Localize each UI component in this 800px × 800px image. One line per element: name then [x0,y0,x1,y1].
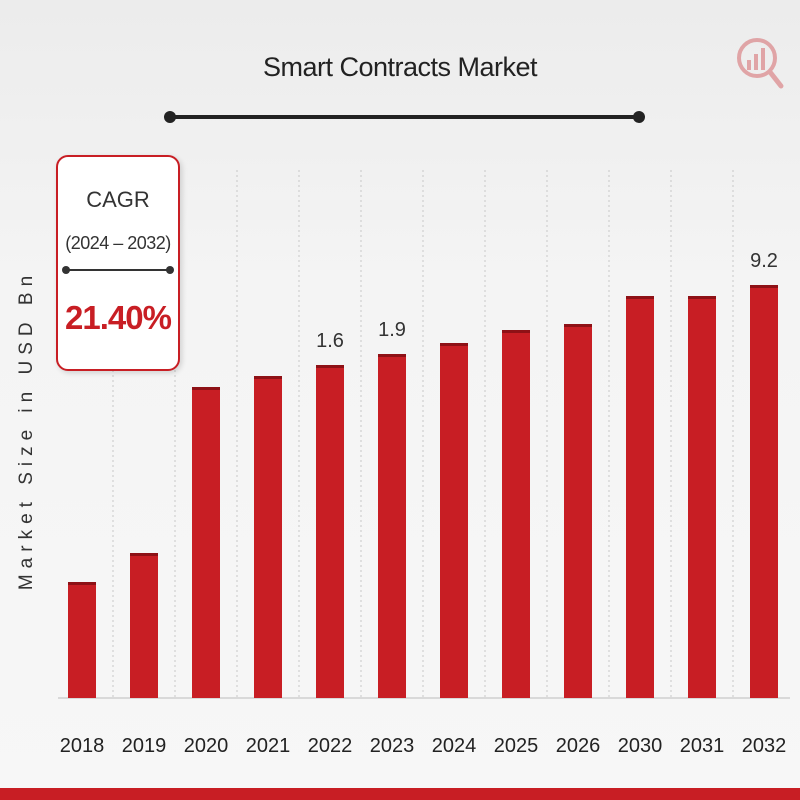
data-label-2032: 9.2 [750,250,778,272]
data-label-2022: 1.6 [316,330,344,352]
bar-top-edge-2019 [130,553,158,556]
x-tick-label-2019: 2019 [122,735,167,757]
bottom-accent-bar [0,788,800,800]
bar-2018 [68,582,96,698]
bar-2032 [750,285,778,698]
bar-2020 [192,387,220,698]
x-tick-label-2023: 2023 [370,735,415,757]
chart-title: Smart Contracts Market [262,52,538,82]
x-tick-label-2032: 2032 [742,735,787,757]
x-tick-label-2020: 2020 [184,735,229,757]
bar-top-edge-2018 [68,582,96,585]
cagr-value: 21.40% [65,299,172,336]
title-underline-left-dot [164,111,176,123]
bar-top-edge-2021 [254,376,282,379]
data-label-2023: 1.9 [378,319,406,341]
x-tick-label-2018: 2018 [60,735,105,757]
bar-top-edge-2025 [502,330,530,333]
x-tick-label-2021: 2021 [246,735,291,757]
cagr-callout: CAGR (2024 – 2032) 21.40% [56,155,180,371]
x-tick-label-2022: 2022 [308,735,353,757]
bar-2021 [254,376,282,698]
cagr-separator [62,266,174,274]
x-tick-label-2031: 2031 [680,735,725,757]
bar-2030 [626,296,654,698]
bar-2025 [502,330,530,698]
bar-top-edge-2023 [378,354,406,357]
title-underline-right-dot [633,111,645,123]
bar-2024 [440,343,468,698]
cagr-period: (2024 – 2032) [65,233,171,253]
bar-2026 [564,324,592,698]
x-tick-label-2026: 2026 [556,735,601,757]
x-tick-label-2030: 2030 [618,735,663,757]
bar-top-edge-2031 [688,296,716,299]
bar-top-edge-2030 [626,296,654,299]
x-tick-label-2024: 2024 [432,735,477,757]
bar-top-edge-2020 [192,387,220,390]
bar-top-edge-2024 [440,343,468,346]
bar-2023 [378,354,406,698]
brand-logo-icon [735,30,785,100]
bar-2031 [688,296,716,698]
bar-2019 [130,553,158,698]
bar-top-edge-2022 [316,365,344,368]
bar-top-edge-2032 [750,285,778,288]
x-tick-label-2025: 2025 [494,735,539,757]
bar-2022 [316,365,344,698]
title-underline [170,115,638,119]
cagr-label: CAGR [86,187,150,212]
bar-top-edge-2026 [564,324,592,327]
